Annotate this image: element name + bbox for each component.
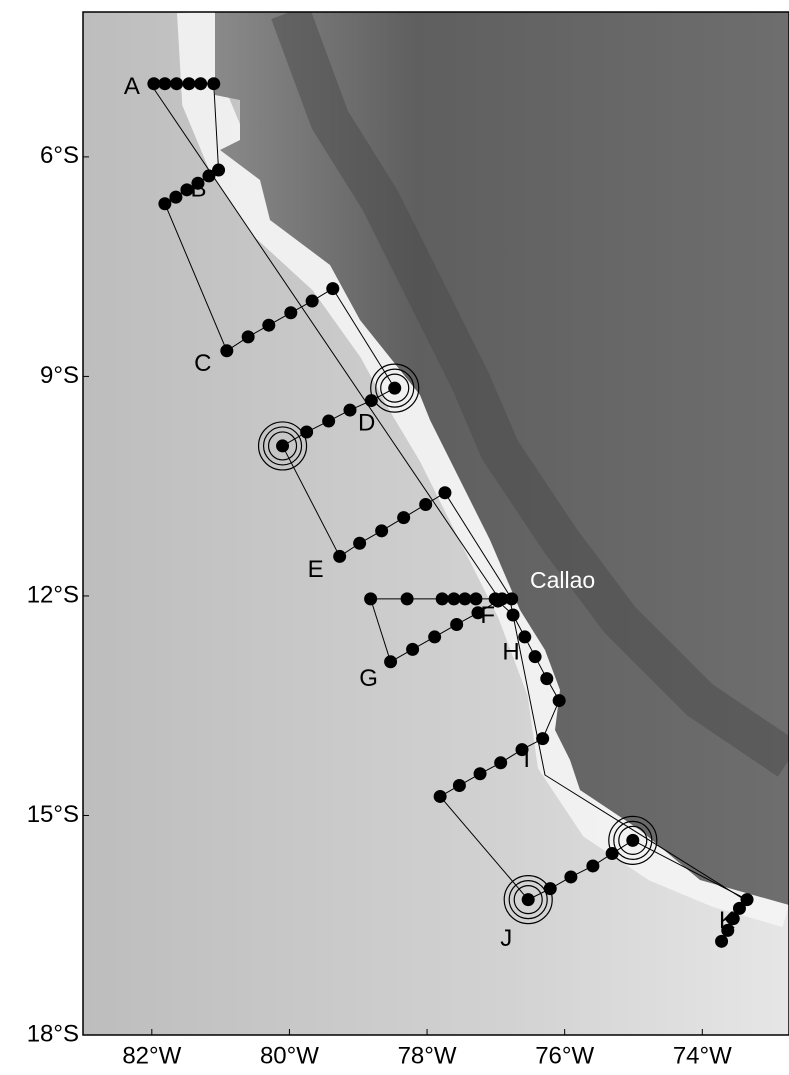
station [471,606,484,619]
station [544,882,557,895]
x-tick-label: 74°W [673,1042,732,1069]
station [388,382,401,395]
y-tick-label: 12°S [27,581,79,608]
station [300,426,313,439]
x-tick-label: 76°W [535,1042,594,1069]
station [447,592,460,605]
transect-label: G [359,665,378,692]
station [540,672,553,685]
station [507,608,520,621]
station [397,511,410,524]
transect-label: K [719,907,735,934]
station [384,655,397,668]
station [158,77,171,90]
station [262,319,275,332]
station [401,592,414,605]
station [170,77,183,90]
y-tick-label: 6°S [40,142,79,169]
station [715,935,728,948]
transect-label: B [191,175,207,202]
transect-label: H [502,638,519,665]
station [474,767,487,780]
y-tick-label: 15°S [27,801,79,828]
station [353,537,366,550]
station [343,404,356,417]
station [365,394,378,407]
station [450,618,463,631]
station [606,847,619,860]
x-tick-label: 80°W [260,1042,319,1069]
station [322,415,335,428]
station [564,870,577,883]
y-tick-label: 18°S [27,1020,79,1047]
station [182,77,195,90]
station [518,630,531,643]
station [333,550,346,563]
station [522,893,535,906]
station [220,344,233,357]
station [375,524,388,537]
station [494,756,507,769]
transect-label: C [194,350,211,377]
station [306,295,319,308]
basemap [83,12,789,1035]
x-tick-label: 78°W [398,1042,457,1069]
x-tick-label: 82°W [122,1042,181,1069]
transect-label: A [124,73,140,100]
station [419,498,432,511]
transect-label: J [500,925,512,952]
station [536,732,549,745]
transect-label: E [308,556,324,583]
map: Callao 6°S 9°S 12°S 15°S 18°S 82°W 80°W 78°W 76°… [0,0,789,1075]
station [194,77,207,90]
transect-label: I [523,746,530,773]
station [284,306,297,319]
station [169,191,182,204]
place-label: Callao [530,567,595,593]
station [586,859,599,872]
station [436,592,449,605]
station [242,330,255,343]
station [428,630,441,643]
station [529,650,542,663]
y-tick-label: 9°S [40,362,79,389]
transect-label: D [358,409,375,436]
station [453,779,466,792]
station [406,643,419,656]
